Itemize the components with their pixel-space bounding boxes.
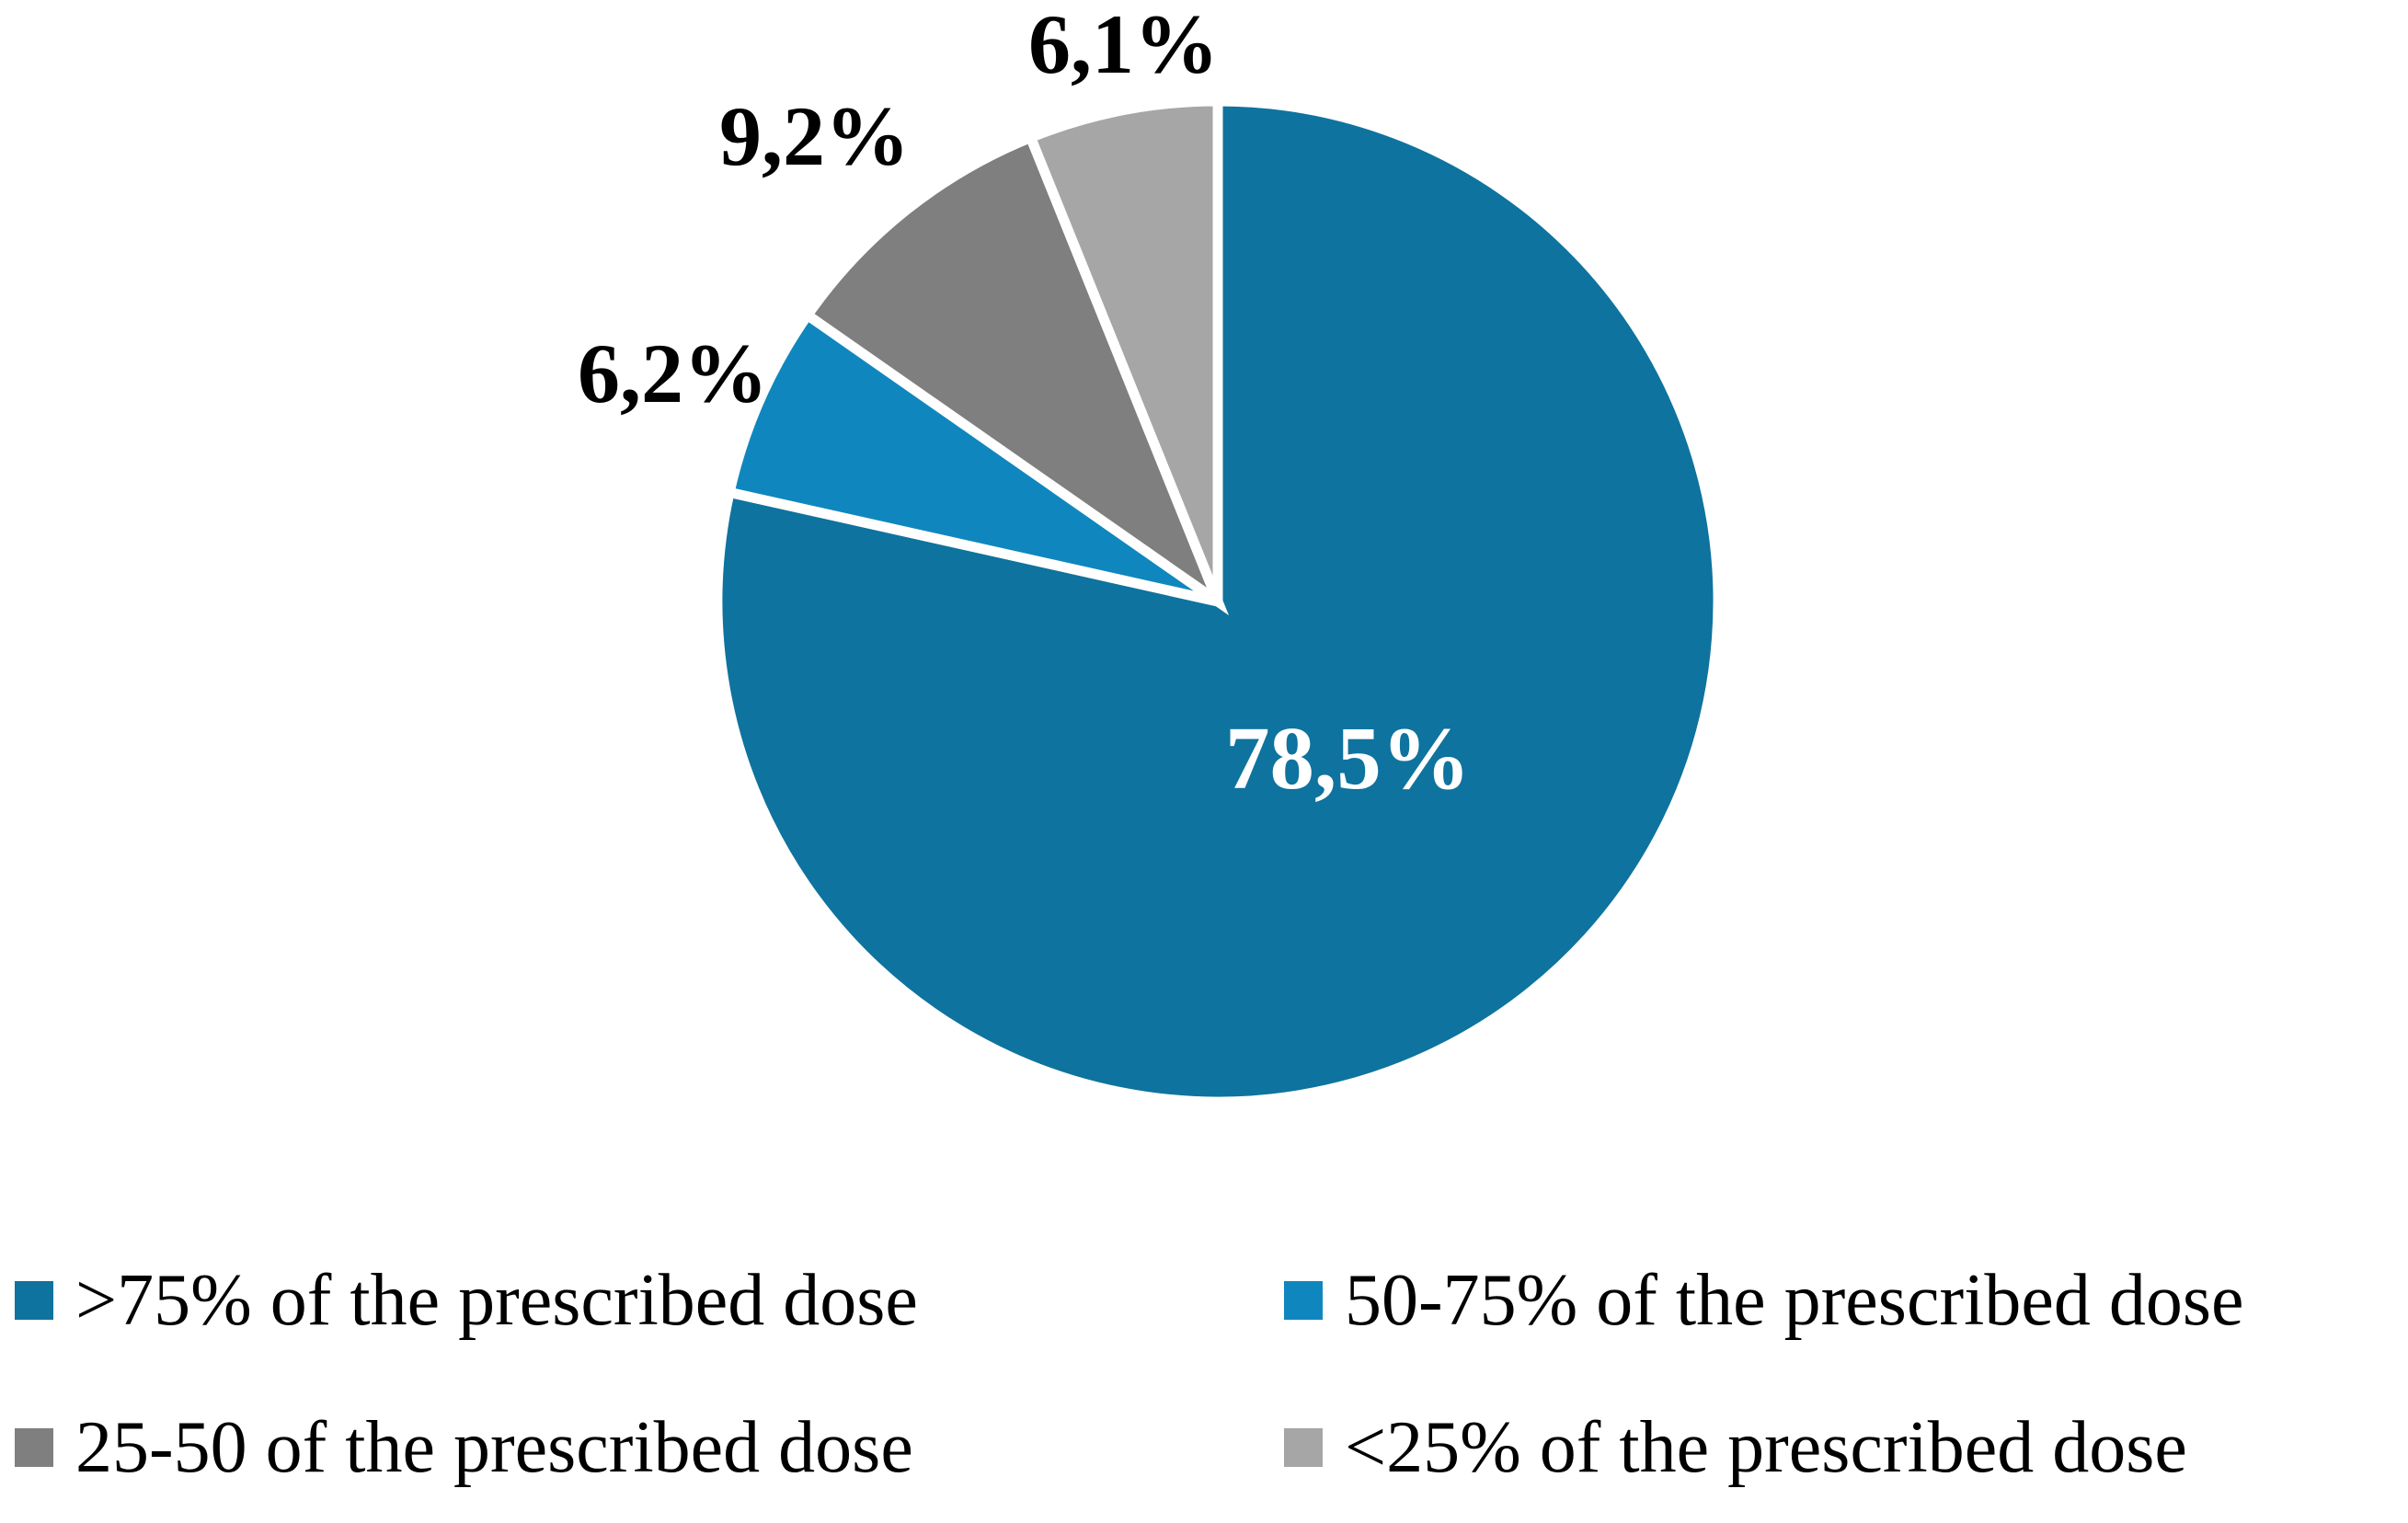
legend-swatch-25-50 bbox=[15, 1428, 53, 1467]
legend-swatch-lt25 bbox=[1284, 1428, 1323, 1467]
pie-slice-3 bbox=[1024, 96, 1223, 604]
legend-swatch-gt75 bbox=[15, 1281, 53, 1320]
legend-swatch-50-75 bbox=[1284, 1281, 1323, 1320]
legend-label-gt75: >75% of the prescribed dose bbox=[75, 1260, 918, 1341]
legend-label-lt25: <25% of the prescribed dose bbox=[1345, 1407, 2187, 1488]
pie-slice-0 bbox=[712, 96, 1724, 1107]
legend-item-gt75: >75% of the prescribed dose bbox=[15, 1254, 918, 1346]
legend-item-lt25: <25% of the prescribed dose bbox=[1284, 1402, 2187, 1494]
slice-label-6-1: 6,1% bbox=[1028, 0, 1219, 91]
pie-chart bbox=[712, 96, 1724, 1107]
pie-slice-1 bbox=[723, 307, 1221, 607]
legend-label-50-75: 50-75% of the prescribed dose bbox=[1345, 1260, 2244, 1341]
slice-label-9-2: 9,2% bbox=[719, 89, 910, 183]
legend-item-25-50: 25-50 of the prescribed dose bbox=[15, 1402, 913, 1494]
slice-label-78-5: 78,5% bbox=[1225, 709, 1471, 807]
pie-slice-2 bbox=[800, 131, 1230, 616]
slice-label-6-2: 6,2% bbox=[578, 326, 768, 420]
legend-item-50-75: 50-75% of the prescribed dose bbox=[1284, 1254, 2243, 1346]
legend-label-25-50: 25-50 of the prescribed dose bbox=[75, 1407, 913, 1488]
